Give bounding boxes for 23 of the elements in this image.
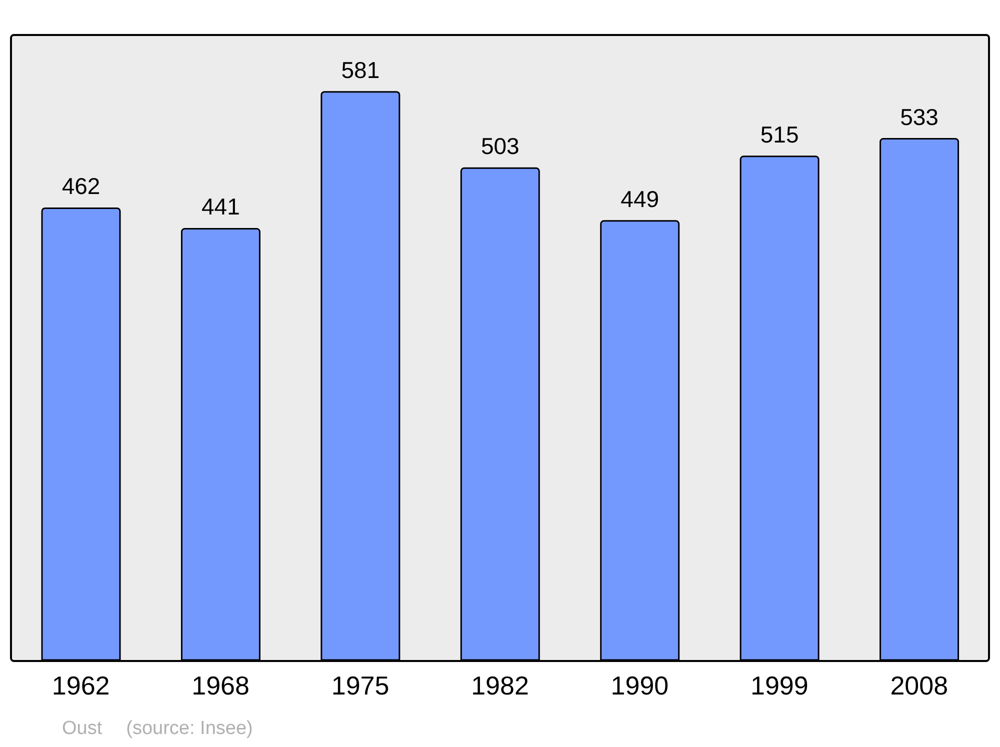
x-tick-label: 1968 xyxy=(192,670,250,700)
data-label: 515 xyxy=(760,121,799,148)
bar xyxy=(880,138,960,661)
bar xyxy=(740,156,820,661)
bar xyxy=(41,207,121,661)
bar xyxy=(600,220,680,661)
text: (source: Insee) xyxy=(126,718,253,739)
data-label: 441 xyxy=(202,194,240,220)
data-label: 533 xyxy=(900,104,938,130)
bar xyxy=(460,167,540,661)
text: Oust xyxy=(62,718,102,739)
x-tick-label: 1990 xyxy=(610,670,669,700)
x-tick-label: 1999 xyxy=(750,670,808,700)
data-label: 503 xyxy=(480,133,520,160)
bar xyxy=(320,91,400,661)
data-label: 449 xyxy=(620,186,660,212)
x-tick-label: 1962 xyxy=(52,670,110,700)
bar xyxy=(180,228,260,661)
data-label: 581 xyxy=(341,56,380,83)
x-tick-label: 2008 xyxy=(890,670,948,700)
x-tick-label: 1975 xyxy=(331,670,390,700)
data-label: 462 xyxy=(62,173,100,200)
x-tick-label: 1982 xyxy=(471,670,529,700)
